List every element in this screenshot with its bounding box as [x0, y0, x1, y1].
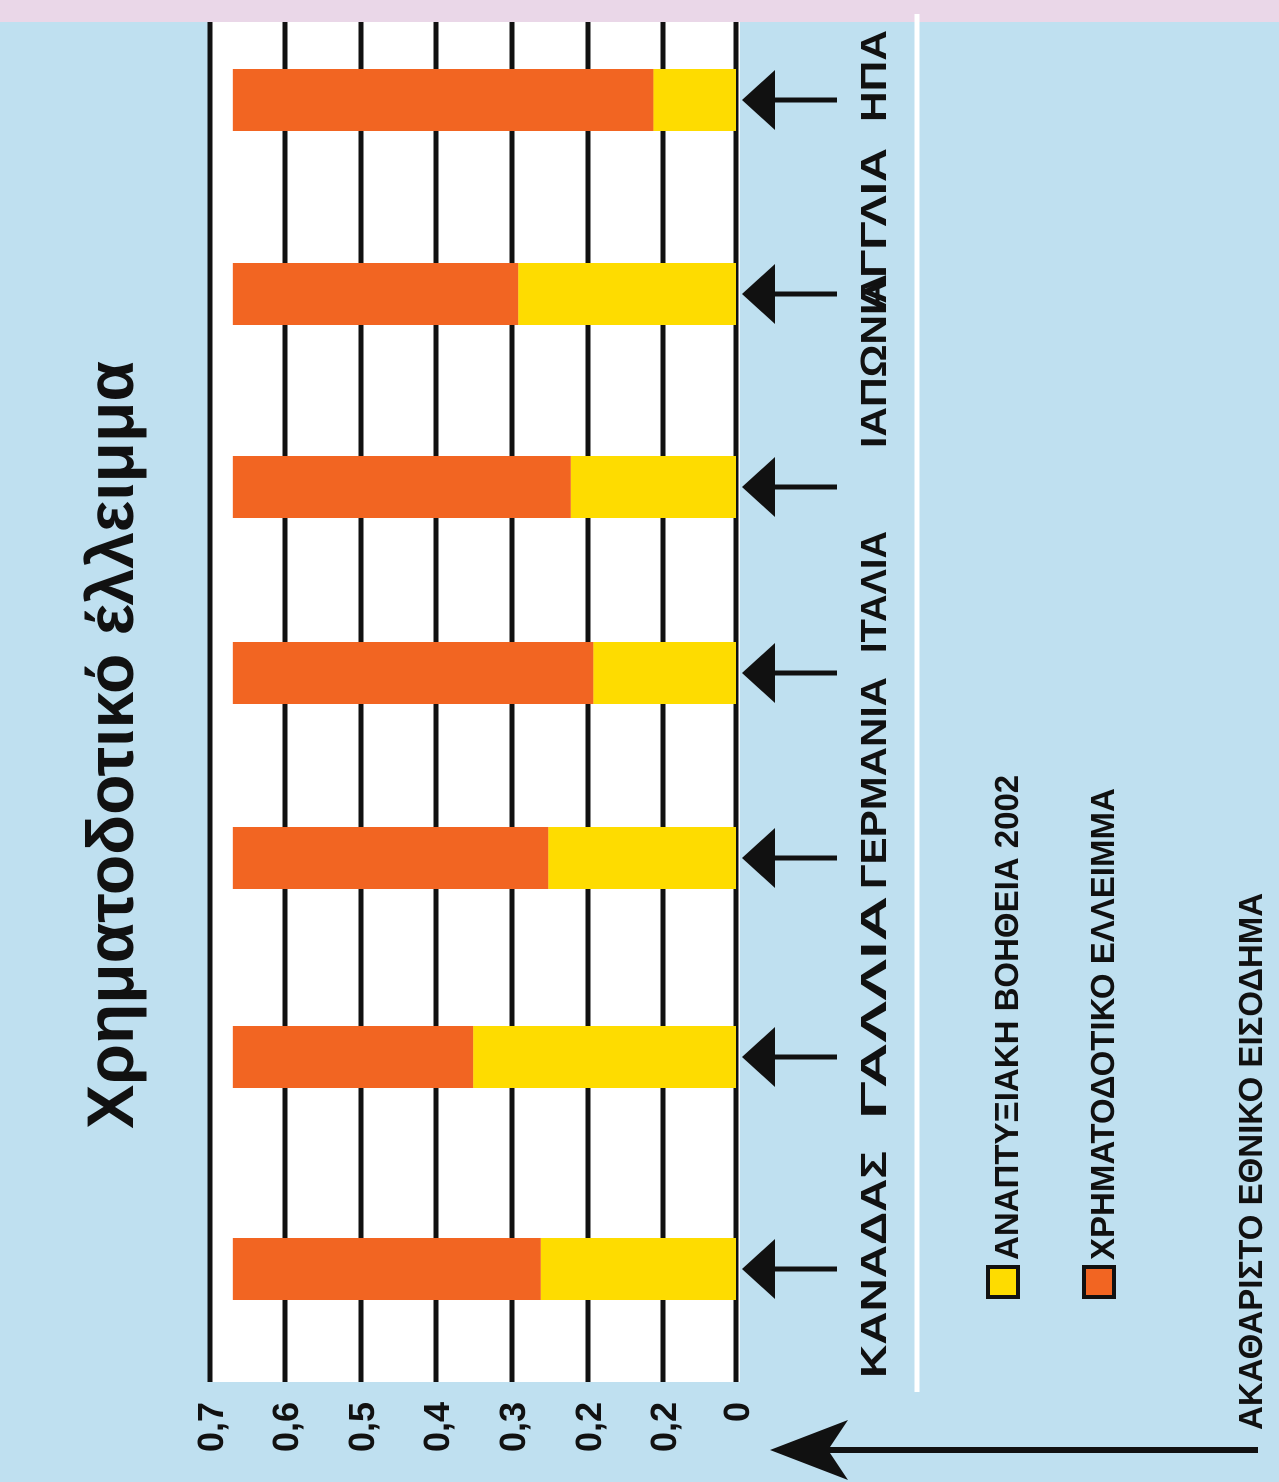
tick-label: 0,2 — [568, 1402, 609, 1452]
category-label: ΙΑΠΩΝΙΑ — [853, 274, 894, 448]
legend-swatch-aid — [986, 1265, 1020, 1299]
x-axis-arrow-head — [770, 1420, 848, 1480]
chart-title: Χρηματοδοτικό έλλειμμα — [73, 361, 147, 1129]
bar-gap — [232, 1238, 541, 1300]
category-arrow-head — [742, 1239, 775, 1299]
bar-gap — [232, 69, 654, 131]
tick-label: 0 — [716, 1402, 757, 1422]
bar-gap — [232, 456, 571, 518]
category-label: ΓΕΡΜΑΝΙΑ — [853, 677, 894, 889]
category-label: ΙΤΑΛΙΑ — [853, 531, 894, 653]
bar-aid — [473, 1026, 736, 1088]
tick-label: 0,4 — [416, 1402, 457, 1452]
tick-label: 0,2 — [643, 1402, 684, 1452]
bar-aid — [593, 642, 736, 704]
bars — [232, 69, 736, 1300]
tick-label: 0,7 — [190, 1402, 231, 1452]
bar-aid — [518, 263, 736, 325]
category-label: ΓΑΛΛΙΑ — [853, 896, 894, 1119]
tick-label: 0,3 — [492, 1402, 533, 1452]
category-labels: ΚΑΝΑΔΑΣ ΓΑΛΛΙΑ ΓΕΡΜΑΝΙΑ ΙΤΑΛΙΑ ΙΑΠΩΝΙΑΑΓΓΛΙΑ… — [853, 30, 894, 1378]
bar-aid — [653, 69, 736, 131]
category-arrow-head — [742, 70, 775, 130]
legend-label-aid: ΑΝΑΠΤΥΞΙΑΚΗ ΒΟΗΘΕΙΑ 2002 — [988, 775, 1025, 1260]
bar-aid — [540, 1238, 736, 1300]
legend: ΑΝΑΠΤΥΞΙΑΚΗ ΒΟΗΘΕΙΑ 2002 ΧΡΗΜΑΤΟΔΟΤΙΚΟ Ε… — [986, 775, 1121, 1299]
bar-gap — [232, 1026, 474, 1088]
bar-aid — [570, 456, 736, 518]
category-arrows — [742, 70, 837, 1299]
category-label: ΑΓΓΛΙΑ — [853, 148, 894, 312]
category-label: ΚΑΝΑΔΑΣ — [853, 1151, 894, 1378]
x-axis-label: ΑΚΑΘΑΡΙΣΤΟ ΕΘΝΙΚΟ ΕΙΣΟΔΗΜΑ — [1232, 893, 1269, 1430]
category-arrow-head — [742, 643, 775, 703]
bar-aid — [548, 827, 736, 889]
top-border-strip — [0, 0, 1279, 22]
bar-gap — [232, 827, 549, 889]
x-axis-arrow — [770, 1420, 1258, 1480]
bar-gap — [232, 263, 519, 325]
legend-swatch-gap — [1082, 1265, 1116, 1299]
tick-label: 0,6 — [265, 1402, 306, 1452]
category-arrow-head — [742, 264, 775, 324]
category-arrow-head — [742, 1027, 775, 1087]
category-arrow-head — [742, 828, 775, 888]
category-arrow-head — [742, 457, 775, 517]
category-label: ΗΠΑ — [853, 30, 894, 122]
legend-label-gap: ΧΡΗΜΑΤΟΔΟΤΙΚΟ ΕΛΛΕΙΜΜΑ — [1084, 788, 1121, 1260]
tick-labels: 0 0,2 0,2 0,3 0,4 0,5 0,6 0,7 — [190, 1402, 757, 1452]
bar-gap — [232, 642, 594, 704]
tick-label: 0,5 — [341, 1402, 382, 1452]
